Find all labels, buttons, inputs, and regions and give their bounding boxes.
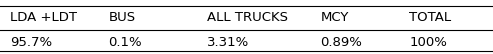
Text: TOTAL: TOTAL (409, 11, 451, 24)
Text: 95.7%: 95.7% (10, 36, 52, 49)
Text: 3.31%: 3.31% (207, 36, 249, 49)
Text: LDA +LDT: LDA +LDT (10, 11, 77, 24)
Text: MCY: MCY (320, 11, 349, 24)
Text: 0.89%: 0.89% (320, 36, 362, 49)
Text: BUS: BUS (108, 11, 136, 24)
Text: 0.1%: 0.1% (108, 36, 142, 49)
Text: ALL TRUCKS: ALL TRUCKS (207, 11, 288, 24)
Text: 100%: 100% (409, 36, 447, 49)
